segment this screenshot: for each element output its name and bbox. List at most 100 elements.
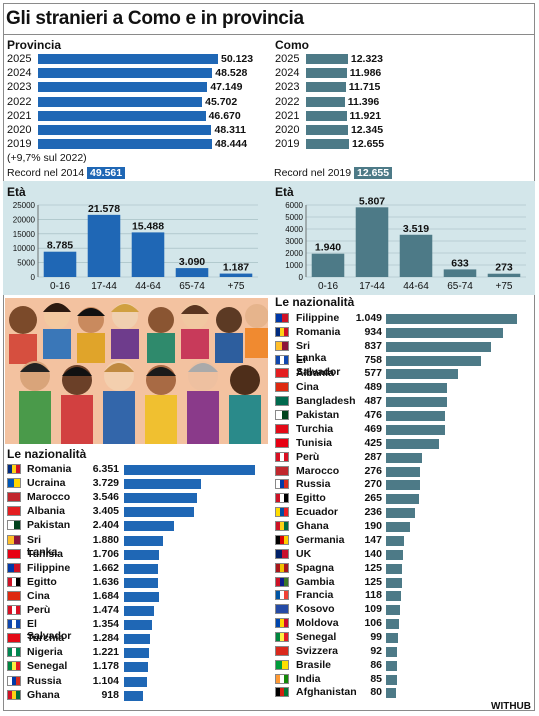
- page-title: Gli stranieri a Como e in provincia: [6, 8, 304, 29]
- year-label: 2020: [7, 124, 32, 136]
- age-category-label: 44-64: [403, 281, 429, 292]
- flag-icon: [275, 590, 289, 601]
- flag-stripe: [276, 383, 282, 392]
- flag-icon: [275, 507, 289, 518]
- credit-logo: WITHUB: [491, 701, 531, 712]
- flag-stripe: [16, 676, 20, 685]
- flag-icon: [7, 661, 21, 672]
- year-value: 12.345: [350, 124, 384, 136]
- flag-stripe: [8, 690, 12, 699]
- country-name: Pakistan: [296, 409, 340, 422]
- age-value-label: 5.807: [359, 195, 385, 207]
- flag-stripe: [280, 688, 284, 697]
- flag-stripe: [276, 411, 282, 420]
- country-bar: [386, 577, 402, 588]
- country-value: 758: [364, 353, 382, 366]
- year-value: 12.655: [352, 138, 385, 151]
- flag-stripe: [284, 591, 288, 600]
- country-name: Ghana: [27, 688, 60, 701]
- country-name: Cina: [27, 589, 50, 602]
- flag-stripe: [280, 452, 284, 461]
- year-value: 46.670: [208, 109, 241, 122]
- y-tick-label: 25000: [13, 201, 36, 210]
- flag-icon: [275, 396, 289, 407]
- flag-stripe: [276, 424, 282, 433]
- country-value: 3.729: [92, 477, 119, 490]
- country-value: 1.049: [355, 312, 382, 324]
- flag-stripe: [8, 535, 14, 544]
- flag-stripe: [284, 563, 288, 572]
- flag-stripe: [12, 662, 16, 671]
- country-name: Kosovo: [296, 603, 335, 616]
- flag-stripe: [282, 383, 288, 392]
- age-category-label: +75: [496, 281, 513, 292]
- country-value: 85: [370, 672, 382, 685]
- como-label: Como: [275, 38, 309, 52]
- flag-stripe: [12, 676, 16, 685]
- year-bar: [306, 139, 349, 150]
- flag-stripe: [14, 521, 20, 530]
- year-bar: [38, 139, 212, 150]
- flag-icon: [275, 576, 289, 587]
- flag-stripe: [14, 591, 20, 600]
- country-bar: [386, 633, 399, 643]
- flag-icon: [7, 689, 21, 700]
- country-value: 118: [365, 589, 382, 602]
- country-bar: [386, 327, 503, 338]
- country-bar: [124, 662, 149, 673]
- flag-icon: [7, 576, 21, 587]
- flag-stripe: [280, 508, 284, 517]
- year-label: 2021: [7, 109, 32, 122]
- age-bar: [311, 253, 345, 277]
- flag-stripe: [16, 648, 20, 657]
- country-bar: [386, 466, 421, 477]
- como-record-label: Record nel 2019: [274, 167, 352, 179]
- flag-stripe: [282, 397, 288, 406]
- flag-icon: [275, 451, 289, 462]
- flag-stripe: [12, 620, 16, 629]
- flag-stripe: [282, 660, 288, 669]
- provincia-record-value: 49.561: [86, 167, 126, 179]
- flag-stripe: [276, 341, 282, 350]
- country-name: Brasile: [296, 658, 332, 671]
- age-category-label: 44-64: [135, 281, 161, 292]
- flag-stripe: [14, 479, 20, 488]
- year-label: 2023: [275, 81, 300, 94]
- country-bar: [124, 620, 152, 631]
- flag-stripe: [8, 577, 12, 586]
- country-name: Turchia: [296, 422, 334, 435]
- y-tick-label: 2000: [285, 249, 303, 258]
- country-bar: [124, 648, 150, 659]
- country-name: Sri Lanka: [296, 339, 327, 364]
- country-value: 140: [364, 547, 382, 560]
- flag-stripe: [276, 480, 280, 489]
- country-name: Marocco: [27, 491, 71, 504]
- flag-stripe: [276, 563, 280, 572]
- country-bar: [124, 634, 151, 645]
- country-value: 6.351: [92, 463, 119, 475]
- country-name: Afghanistan: [296, 686, 357, 699]
- nationalities-label-left: Le nazionalità: [7, 447, 87, 461]
- flag-stripe: [8, 662, 12, 671]
- country-bar: [124, 465, 255, 475]
- country-name: Filippine: [296, 312, 340, 324]
- flag-stripe: [8, 521, 14, 530]
- country-value: 1.284: [92, 632, 119, 645]
- year-label: 2022: [275, 95, 300, 108]
- country-value: 1.662: [92, 561, 119, 574]
- country-name: El Salvador: [296, 353, 341, 378]
- country-value: 190: [364, 520, 382, 533]
- flag-icon: [7, 478, 21, 489]
- age-bar: [487, 273, 521, 277]
- country-value: 276: [364, 464, 382, 477]
- flag-stripe: [280, 480, 284, 489]
- y-tick-label: 6000: [285, 201, 303, 210]
- age-category-label: 0-16: [318, 281, 338, 292]
- flag-icon: [275, 604, 289, 615]
- country-name: Egitto: [296, 492, 326, 505]
- flag-stripe: [14, 563, 20, 572]
- flag-stripe: [276, 591, 280, 600]
- flag-stripe: [280, 535, 284, 544]
- flag-icon: [275, 548, 289, 559]
- country-name: Filippine: [27, 561, 71, 574]
